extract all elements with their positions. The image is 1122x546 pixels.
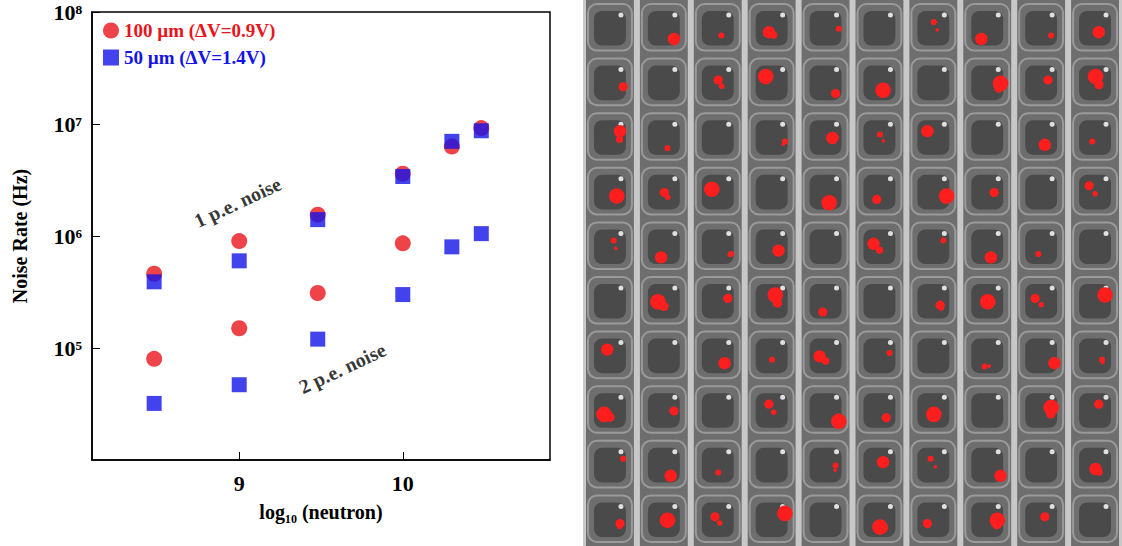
- svg-text:Noise Rate (Hz): Noise Rate (Hz): [9, 169, 32, 303]
- svg-text:50 µm (ΔV=1.4V): 50 µm (ΔV=1.4V): [124, 47, 266, 69]
- svg-text:log₁₀ (neutron): log₁₀ (neutron): [259, 501, 382, 524]
- svg-text:10⁵: 10⁵: [53, 336, 82, 361]
- svg-text:10⁷: 10⁷: [53, 112, 82, 137]
- svg-text:9: 9: [234, 471, 245, 496]
- svg-text:10: 10: [392, 471, 414, 496]
- svg-text:1 p.e. noise: 1 p.e. noise: [191, 173, 285, 233]
- svg-text:2 p.e. noise: 2 p.e. noise: [295, 338, 389, 398]
- svg-text:10⁸: 10⁸: [53, 0, 82, 25]
- svg-text:100 µm (ΔV=0.9V): 100 µm (ΔV=0.9V): [124, 20, 275, 42]
- svg-text:10⁶: 10⁶: [53, 224, 82, 249]
